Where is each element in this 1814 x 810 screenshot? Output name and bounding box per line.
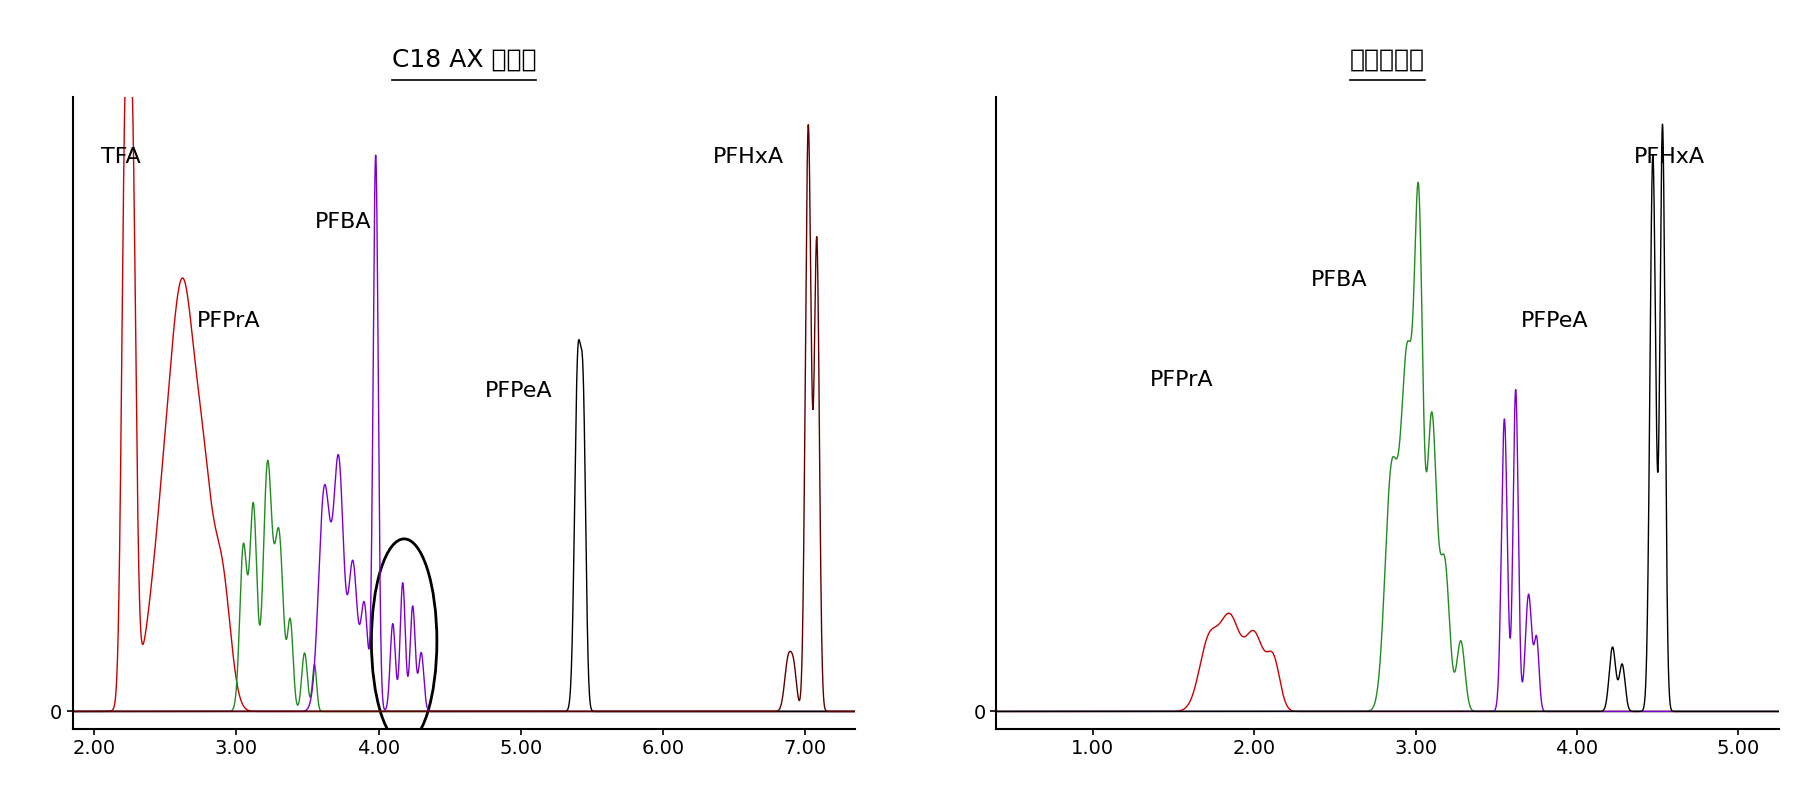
Text: PFPeA: PFPeA (484, 382, 553, 402)
Text: PFPeA: PFPeA (1520, 311, 1587, 331)
Text: PFPrA: PFPrA (1148, 369, 1212, 390)
Text: PFHxA: PFHxA (1633, 147, 1703, 168)
Text: C18 AX カラム: C18 AX カラム (392, 48, 535, 72)
Text: PFBA: PFBA (314, 211, 370, 232)
Text: PFPrA: PFPrA (196, 311, 259, 331)
Text: PFHxA: PFHxA (713, 147, 784, 168)
Text: TFA: TFA (102, 147, 141, 168)
Text: PFBA: PFBA (1310, 271, 1366, 290)
Text: 逆相カラム: 逆相カラム (1350, 48, 1424, 72)
